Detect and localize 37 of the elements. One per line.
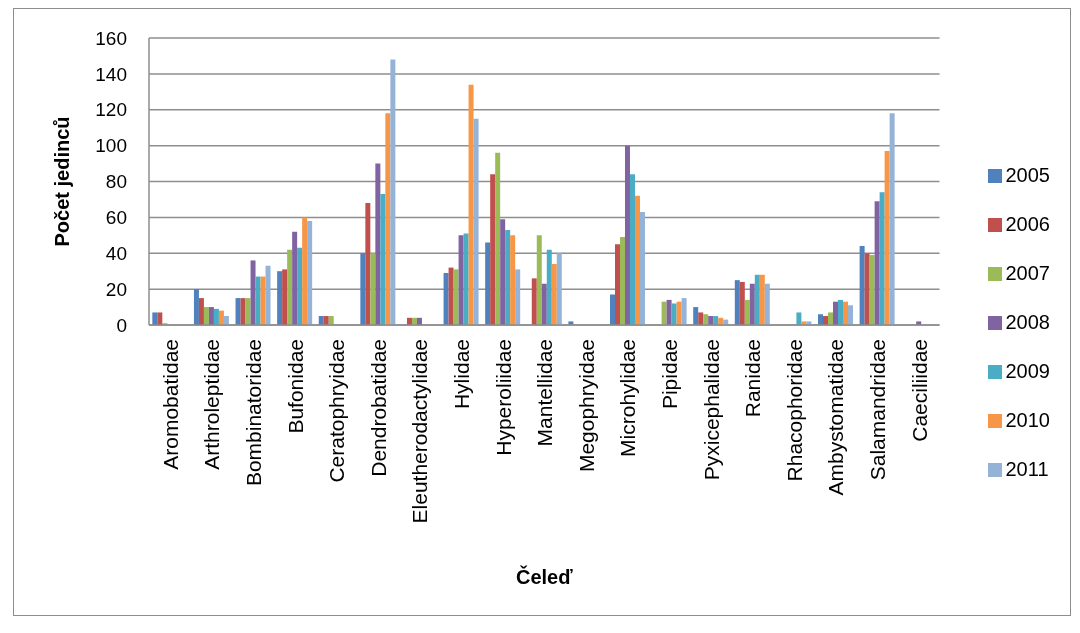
legend-label: 2005 — [1005, 163, 1050, 186]
x-tick-label: Bufonidae — [283, 339, 307, 434]
x-tick-label: Pyxicephalidae — [699, 339, 723, 481]
x-tick-label: Caeciliidae — [907, 339, 931, 442]
y-tick-label: 100 — [95, 135, 127, 157]
legend-label: 2007 — [1005, 261, 1050, 284]
x-tick-label: Dendrobatidae — [366, 339, 390, 477]
y-tick-label: 120 — [95, 99, 127, 121]
x-tick-label: Pipidae — [657, 339, 681, 410]
x-tick-label: Ambystomatidae — [823, 339, 847, 496]
legend-label: 2011 — [1005, 457, 1049, 480]
y-tick-label: 40 — [105, 242, 127, 264]
x-tick-label: Eleutherodactylidae — [407, 339, 431, 524]
y-tick-label: 80 — [105, 171, 127, 193]
x-tick-label: Ranidae — [740, 339, 764, 418]
y-tick-label: 140 — [95, 63, 127, 85]
y-tick-label: 20 — [105, 278, 127, 300]
x-tick-label: Microhylidae — [615, 339, 639, 457]
legend-label: 2008 — [1005, 310, 1050, 333]
x-tick-label: Rhacophoridae — [782, 339, 806, 482]
x-tick-label: Mantellidae — [532, 339, 556, 447]
x-tick-label: Salamandridae — [865, 339, 889, 481]
x-tick-label: Ceratophryidae — [324, 339, 348, 483]
x-tick-label: Hylidae — [449, 339, 473, 410]
x-tick-label: Bombinatoridae — [241, 339, 265, 487]
x-tick-label: Hyperoliidae — [491, 339, 515, 456]
y-tick-label: 60 — [105, 207, 127, 229]
y-axis-title: Počet jedinců — [51, 116, 73, 247]
x-tick-label: Megophryidae — [574, 339, 598, 473]
legend-label: 2006 — [1005, 212, 1050, 235]
y-tick-label: 160 — [95, 27, 127, 49]
y-tick-label: 0 — [116, 314, 127, 336]
x-tick-label: Aromobatidae — [158, 339, 182, 470]
legend-label: 2009 — [1005, 359, 1050, 382]
legend-label: 2010 — [1005, 408, 1050, 431]
x-tick-label: Arthroleptidae — [199, 339, 223, 470]
x-axis-title: Čeleď — [515, 565, 574, 588]
